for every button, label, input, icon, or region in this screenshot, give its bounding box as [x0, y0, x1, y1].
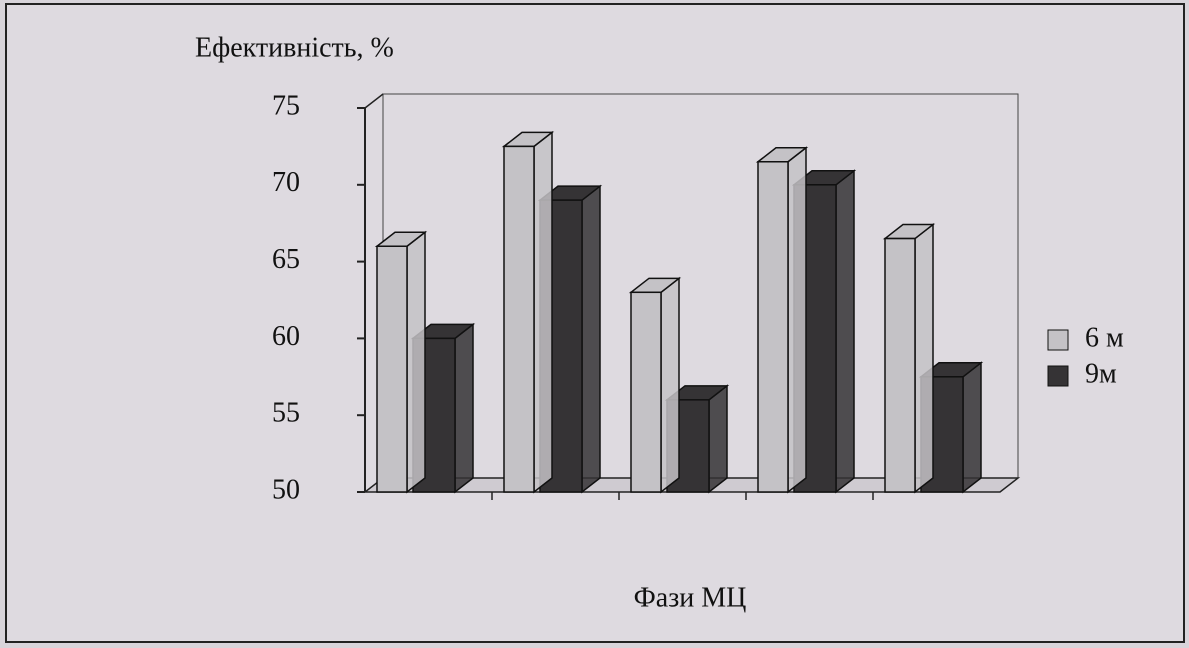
chart-title: Ефективність, %	[195, 32, 394, 63]
bar-face	[914, 223, 934, 494]
bar-face	[962, 361, 982, 494]
bar	[882, 223, 936, 494]
bar-face	[406, 230, 426, 494]
bar-face	[533, 130, 553, 494]
bar	[374, 230, 428, 494]
bar-face	[884, 237, 916, 493]
y-tick-label: 50	[272, 474, 300, 505]
bar-face	[503, 145, 535, 493]
legend-label: 9м	[1085, 358, 1117, 389]
bar-face	[581, 184, 601, 494]
y-tick-label: 70	[272, 167, 300, 198]
bar-face	[660, 276, 680, 494]
bar	[501, 130, 555, 494]
bar	[628, 276, 682, 494]
bar-face	[787, 146, 807, 494]
y-tick-label: 65	[272, 244, 300, 275]
bar-face	[757, 161, 789, 493]
bar-face	[630, 291, 662, 493]
bar-face	[376, 245, 408, 493]
x-axis-label: Фази МЦ	[634, 582, 747, 613]
legend-swatch	[1047, 329, 1069, 351]
bar	[755, 146, 809, 494]
y-tick-label: 75	[272, 90, 300, 121]
y-axis-back	[364, 93, 384, 109]
legend-swatch	[1047, 365, 1069, 387]
y-tick-label: 60	[272, 321, 300, 352]
bar-face	[454, 322, 474, 494]
bar-face	[835, 169, 855, 494]
bar-face	[708, 384, 728, 494]
y-tick-label: 55	[272, 398, 300, 429]
legend-label: 6 м	[1085, 322, 1124, 353]
